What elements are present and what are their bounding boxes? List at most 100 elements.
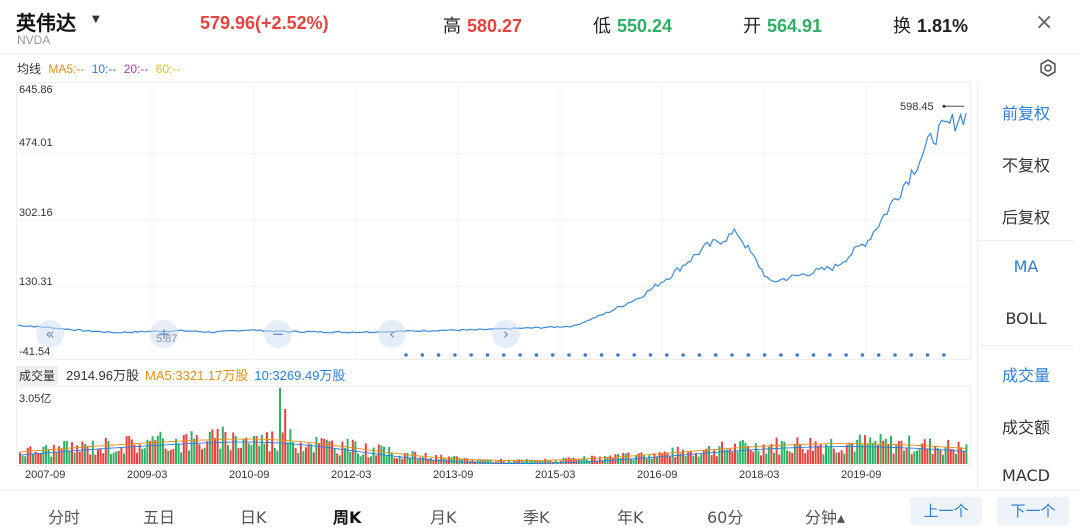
volume-bar (897, 441, 900, 464)
volume-bar (934, 446, 937, 464)
volume-bar (97, 449, 99, 464)
tab-60min[interactable]: 60分 (707, 508, 744, 527)
chart-nav-button[interactable] (264, 320, 292, 348)
scroll-dot (485, 353, 490, 357)
volume-bar (489, 459, 492, 464)
period-tabs: 分时 五日 日K 周K 月K 季K 年K 60分 分钟▴ (0, 490, 1080, 529)
volume-max-label: 3.05亿 (19, 393, 52, 405)
zoom-out-icon: − (272, 325, 285, 343)
tab-intraday[interactable]: 分时 (48, 508, 81, 527)
volume-bar (788, 451, 791, 464)
scroll-dot (942, 353, 946, 357)
stock-name[interactable]: 英伟达 (16, 11, 76, 35)
volume-bar (268, 451, 271, 464)
volume-bar (481, 460, 484, 464)
volume-bar (260, 434, 263, 464)
adjust-backward-option[interactable]: 后复权 (1001, 208, 1050, 227)
volume-bar (250, 445, 253, 464)
volume-bar (146, 439, 149, 464)
volume-chart[interactable] (16, 386, 971, 466)
volume-bar (502, 461, 505, 464)
volume-bar (203, 447, 206, 464)
volume-bar (936, 448, 939, 464)
close-icon[interactable]: × (1035, 10, 1054, 35)
volume-bar (234, 436, 237, 464)
y-tick-label: 130.31 (19, 276, 53, 288)
volume-bar (29, 446, 32, 464)
volume-bar (331, 440, 333, 464)
tab-quarterly-k[interactable]: 季K (523, 508, 550, 527)
volume-bar (167, 450, 170, 464)
volume-bar (156, 435, 159, 464)
volume-bar (240, 447, 242, 464)
volume-bar (81, 441, 84, 464)
indicator-volume-option[interactable]: 成交量 (1001, 366, 1050, 385)
adjust-none-option[interactable]: 不复权 (1001, 156, 1050, 175)
volume-bar (853, 451, 856, 464)
volume-bar (63, 440, 66, 464)
tab-minutes[interactable]: 分钟▴ (805, 508, 846, 527)
volume-bar (666, 452, 669, 464)
tab-weekly-k[interactable]: 周K (333, 508, 362, 527)
volume-bar (713, 450, 716, 464)
indicator-amount-option[interactable]: 成交额 (1001, 418, 1050, 437)
volume-bar (614, 454, 617, 464)
indicator-macd-option[interactable]: MACD (1002, 466, 1050, 485)
overlay-ma-option[interactable]: MA (1013, 257, 1039, 276)
volume-bar (71, 442, 73, 464)
volume-bar (804, 453, 807, 464)
price-line[interactable] (17, 112, 967, 334)
volume-bar (770, 443, 773, 464)
tab-monthly-k[interactable]: 月K (430, 508, 457, 527)
volume-bar (120, 448, 123, 464)
chart-nav-button[interactable] (492, 320, 520, 348)
volume-bar (458, 458, 461, 464)
volume-bar (143, 448, 146, 464)
volume-bar (76, 445, 79, 464)
volume-bar (554, 459, 557, 464)
volume-bar (253, 436, 255, 464)
price-chart[interactable]: 598.455.87«+−‹› (16, 82, 971, 360)
volume-bar (159, 431, 162, 464)
volume-bar (409, 457, 411, 464)
tab-five-day[interactable]: 五日 (143, 508, 176, 527)
caret-down-icon[interactable]: ▼ (92, 14, 100, 25)
volume-bar (650, 458, 653, 464)
scroll-dot (730, 353, 734, 357)
settings-icon[interactable] (1038, 58, 1058, 78)
volume-bar (848, 442, 851, 464)
volume-bar (669, 456, 671, 464)
volume-bar (536, 460, 539, 464)
next-button[interactable]: 下一个 (997, 497, 1069, 525)
volume-bar (419, 457, 422, 464)
volume-bar (86, 445, 89, 464)
volume-bar (570, 458, 573, 464)
chart-nav-button[interactable] (36, 320, 64, 348)
volume-bar (34, 451, 37, 464)
volume-bar (294, 448, 297, 464)
ma-legend-label: 均线 (17, 62, 42, 76)
scroll-dot (502, 353, 506, 357)
volume-bar (60, 448, 63, 464)
volume-bar (942, 454, 944, 464)
chart-nav-button[interactable] (150, 320, 178, 348)
volume-bar (877, 445, 879, 464)
scroll-dot (811, 353, 816, 357)
adjust-forward-option[interactable]: 前复权 (1001, 104, 1050, 123)
volume-bar (52, 444, 55, 464)
volume-bar (466, 458, 469, 464)
scroll-dot (550, 353, 555, 357)
chart-frame (16, 82, 971, 360)
tab-yearly-k[interactable]: 年K (617, 508, 644, 527)
zoom-in-icon: + (158, 325, 171, 343)
chart-nav-button[interactable] (378, 320, 406, 348)
volume-bar (65, 440, 68, 464)
prev-button[interactable]: 上一个 (910, 497, 982, 525)
tab-daily-k[interactable]: 日K (240, 508, 267, 527)
volume-bar (593, 456, 596, 464)
volume-bar (575, 459, 578, 464)
volume-bar (276, 450, 279, 464)
volume-bar (791, 453, 794, 464)
overlay-boll-option[interactable]: BOLL (1005, 309, 1047, 328)
volume-bar (411, 451, 414, 464)
